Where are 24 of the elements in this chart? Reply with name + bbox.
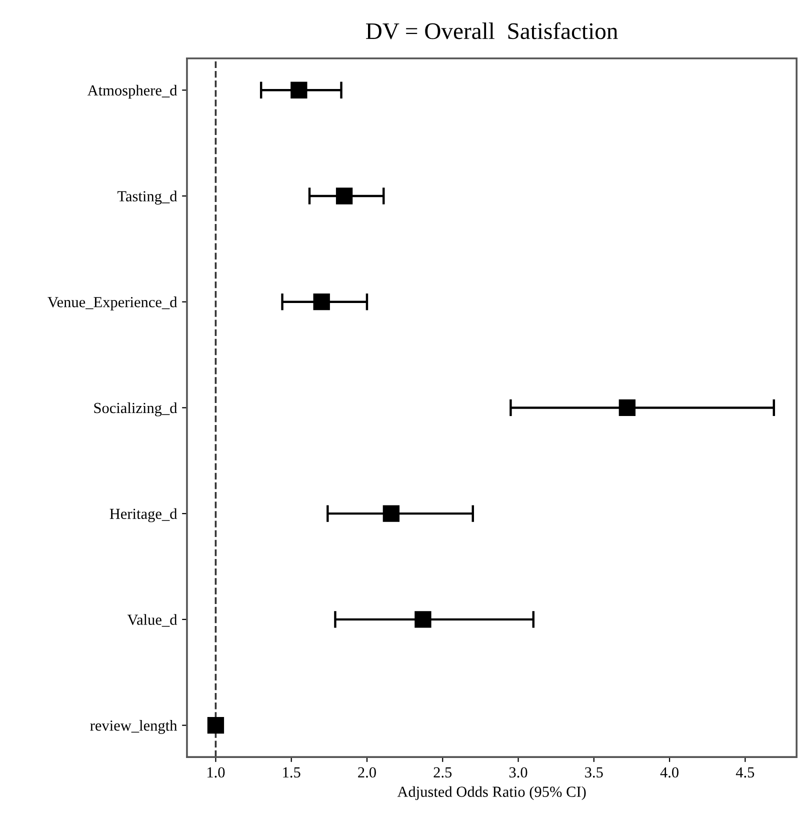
y-tick-label: Venue_Experience_d xyxy=(48,296,178,310)
y-tick-label: Atmosphere_d xyxy=(87,84,178,99)
point xyxy=(207,716,224,734)
x-tick-label: 1.5 xyxy=(283,767,300,778)
x-tick-label: 3.5 xyxy=(585,767,603,778)
x-tick-label: 2.0 xyxy=(358,767,376,778)
point xyxy=(414,611,432,628)
x-tick-label: 4.5 xyxy=(736,767,754,778)
point xyxy=(290,82,308,98)
x-tick-label: 1.0 xyxy=(208,767,225,778)
point xyxy=(382,505,400,522)
x-axis-title: Adjusted Odds Ratio (95% CI) xyxy=(397,786,586,800)
chart-title: DV = Overall Satisfaction xyxy=(366,22,618,40)
y-tick-label: review_length xyxy=(90,720,178,734)
y-tick-label: Tasting_d xyxy=(117,190,178,205)
point xyxy=(336,188,353,204)
x-tick-label: 4.0 xyxy=(660,767,678,778)
y-tick-label: Heritage_d xyxy=(110,508,178,522)
x-tick-label: 3.0 xyxy=(509,767,528,778)
y-tick-label: Socializing_d xyxy=(94,402,178,416)
y-tick-label: Value_d xyxy=(127,614,178,627)
point xyxy=(618,399,636,416)
x-tick-label: 2.5 xyxy=(434,767,452,778)
point xyxy=(313,294,330,310)
